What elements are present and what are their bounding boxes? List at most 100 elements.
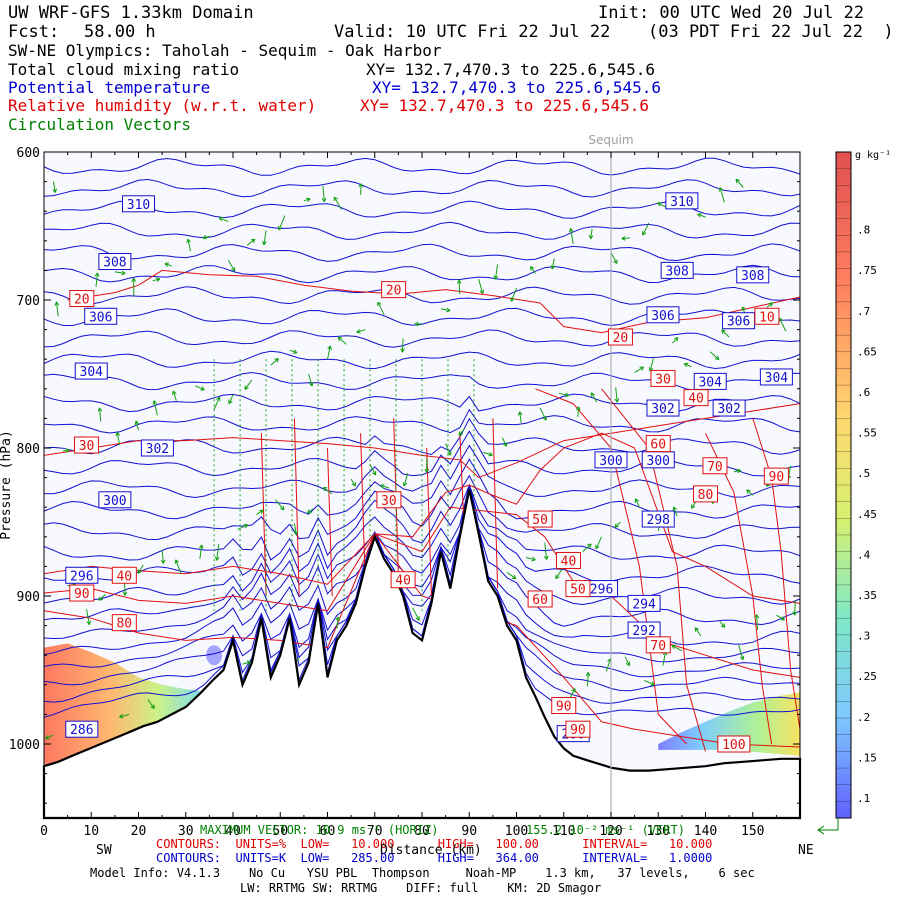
colorbar-tick-label: .3 [857,630,870,643]
rh-label: 40 [111,566,137,584]
vector-arrow-head [137,569,142,574]
rh-label-box [69,290,95,308]
theta-contour-info: CONTOURS: UNITS=K LOW= 285.00 HIGH= 364.… [156,851,713,865]
vector-arrow-head [530,266,535,271]
theta-label-box [712,399,746,417]
vector-arrow-head [792,611,798,616]
vector-arrow-head [97,407,103,412]
rh-label-box [565,720,591,738]
vector-arrow [478,279,484,294]
x-tick-label: 0 [40,824,48,839]
vector-arrow-head [414,321,419,327]
theta-label: 286 [65,720,99,738]
forecast-label: Fcst: [8,22,60,42]
vector-arrow [778,317,787,332]
vector-arrow-head [293,530,299,536]
rh-label-box [390,571,416,589]
vector-arrow [776,614,785,621]
vector-arrow-head [621,235,626,241]
colorbar-tick-label: .1 [857,792,870,805]
vector-arrow [213,396,221,410]
vector-arrow [506,571,517,580]
rh-label: 60 [645,435,671,453]
theta-label: 294 [627,594,661,612]
theta-label: 306 [84,307,118,325]
y-tick-label: 600 [17,146,40,161]
vector-arrow-head [502,442,508,447]
theta-label-box [736,266,770,284]
rh-label-box [111,614,137,632]
rh-contour [752,418,800,730]
theta-label: 308 [660,261,694,279]
theta-label-box [665,192,699,210]
vector-arrow-head [739,655,745,661]
theta-label-text: 308 [665,264,688,279]
theta-label-box [627,621,661,639]
theta-contour [44,329,800,348]
x-tick-label: 60 [320,824,336,839]
vector-arrow [577,406,579,417]
vector-arrow [307,508,314,514]
physics-info: LW: RRTMG SW: RRTMG DIFF: full KM: 2D Sm… [240,881,602,895]
vector-arrow-head [424,468,430,473]
vector-arrow [278,215,286,231]
colorbar-tick-label: .45 [857,508,877,521]
vector-arrow-head [714,355,720,361]
x-tick-label: 30 [178,824,194,839]
theta-contour [44,243,800,262]
rh-label-text: 90 [769,470,785,485]
vector-arrow [228,394,234,404]
x-tick-label: 150 [741,824,764,839]
vector-arrow [735,178,744,188]
theta-label-box [74,362,108,380]
vector-arrow [242,661,251,665]
rh-label-text: 90 [570,723,586,738]
vector-arrow-head [657,202,662,207]
rh-label: 80 [693,485,718,503]
rh-label-text: 50 [570,583,586,598]
max-vector-vertical: 155.2 10⁻² ms⁻¹ (VERT) [526,823,685,837]
vector-arrow-head [52,188,58,193]
rh-contour [260,433,267,597]
theta-label-text: 292 [632,624,655,639]
rh-label-box [527,590,553,608]
vector-arrow-head [274,358,279,363]
vector-arrow-head [400,348,405,353]
x-tick-label: 20 [131,824,147,839]
rh-label-box [683,389,709,407]
vector-arrow [414,323,423,325]
rh-label-text: 50 [532,513,548,528]
vector-arrow-head [121,270,126,276]
vector-arrow-head [380,484,385,489]
theta-label-text: 294 [632,597,656,612]
vector-arrow-head [134,420,140,426]
vector-arrow [530,266,536,274]
vector-arrow [649,357,654,372]
vector-arrow-head [202,234,207,240]
colorbar-tick-label: .15 [857,751,877,764]
right-endpoint: NE [798,843,814,858]
vector-arrow-head [447,451,452,456]
rh-label-box [381,281,407,299]
vector-arrow-head [321,197,327,203]
vector-arrow [175,559,182,574]
contour-labels: 310 310 308 308 308 306 306 306 304 304 304 302 302 3… [65,192,793,753]
vector-arrow-head [721,329,726,334]
vector-arrow-head [671,644,676,650]
vector-arrow [202,235,210,239]
vector-arrow [401,338,404,353]
rh-label-text: 90 [74,587,90,602]
rh-label-text: 20 [74,293,90,308]
rh-label: 20 [381,281,407,299]
rh-label-box [650,369,676,387]
rh-contour [426,447,432,597]
vector-arrow [377,301,385,316]
vector-arrow [119,713,130,718]
vector-arrow [350,478,356,487]
vector-arrow-head [115,431,121,437]
vector-arrow-head [65,448,70,453]
vector-arrow-head [720,623,726,628]
rh-label-text: 20 [613,331,629,346]
vector-arrow [356,329,366,333]
theta-label-box [84,307,118,325]
